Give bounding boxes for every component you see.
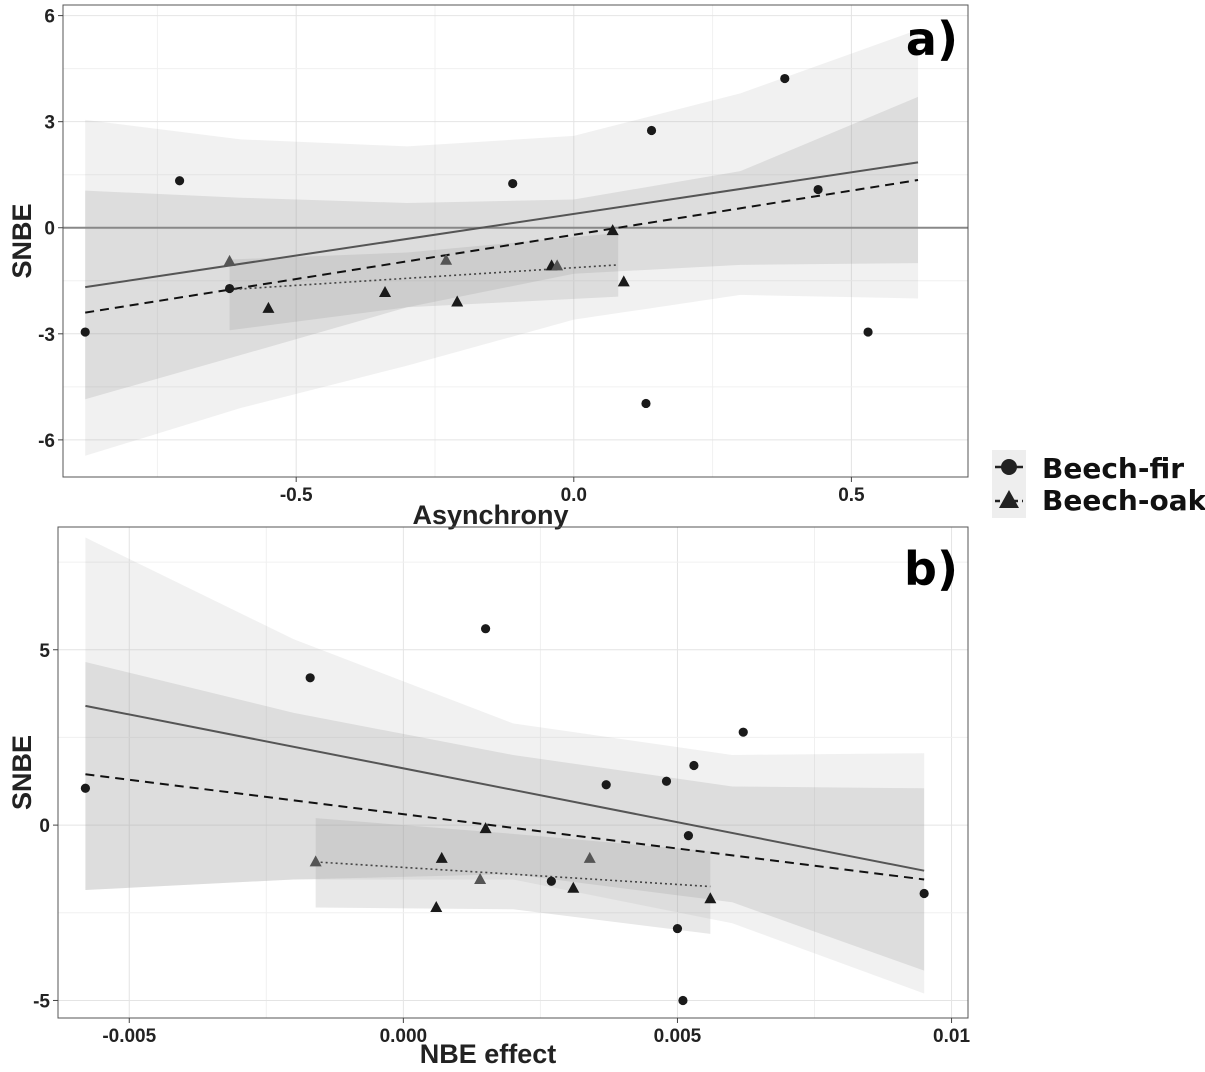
panel-label: b) [904, 542, 958, 596]
data-point-triangle [379, 285, 392, 297]
data-point-circle [546, 876, 556, 886]
fit-line-solid [85, 161, 919, 289]
x-tick-label: -0.005 [102, 1026, 156, 1047]
y-tick-label: 0 [39, 816, 50, 837]
data-point-triangle [567, 881, 580, 893]
data-point-triangle [551, 259, 564, 271]
x-tick-label: 0.5 [838, 485, 865, 506]
y-tick-label: 6 [44, 7, 55, 28]
y-tick-label: 3 [44, 113, 55, 134]
x-tick-label: 0.01 [933, 1026, 970, 1047]
panel-border [62, 4, 969, 478]
data-point-circle [224, 283, 235, 294]
data-point-circle [601, 780, 611, 790]
confidence-band [85, 537, 925, 994]
y-tick-label: -6 [38, 431, 55, 452]
panel-b: -0.005 0.000 0.005 0.01 -5 0 5 NBE effect SNBE b) [7, 526, 970, 1069]
legend: Beech-fir Beech-oak [992, 450, 1205, 518]
data-point-triangle [617, 275, 630, 287]
data-point-circle [863, 327, 873, 337]
fit-line-dashed [85, 773, 925, 881]
x-tick-label: -0.5 [280, 485, 313, 506]
x-axis-title: Asynchrony [412, 500, 568, 530]
fit-line-dashed [85, 179, 919, 314]
y-tick-label: 0 [44, 219, 55, 240]
data-point-circle [738, 727, 748, 737]
legend-label-beech-oak: Beech-oak [1042, 484, 1205, 517]
data-point-triangle [704, 892, 717, 904]
panel-a: -0.5 0.0 0.5 -6 -3 0 3 6 Asynchrony SNBE a) [7, 4, 969, 530]
data-point-circle [508, 178, 518, 189]
y-axis-title: SNBE [7, 735, 37, 810]
x-tick-label: 0.000 [380, 1026, 428, 1047]
confidence-band [229, 233, 619, 331]
confidence-band [85, 29, 919, 456]
data-point-triangle [309, 855, 322, 867]
fit-line-dotted [315, 861, 711, 888]
y-tick-label: 5 [39, 641, 50, 662]
legend-circle-marker [1001, 459, 1017, 475]
data-point-circle [641, 398, 651, 409]
data-point-triangle [606, 224, 619, 236]
data-point-circle [678, 995, 688, 1006]
confidence-band [85, 662, 925, 971]
y-axis-title: SNBE [7, 203, 37, 278]
data-point-triangle [479, 822, 492, 834]
data-point-triangle [435, 851, 448, 863]
data-point-triangle [223, 254, 236, 266]
data-point-circle [174, 176, 185, 186]
panel-label: a) [906, 12, 958, 66]
y-tick-label: -3 [38, 325, 55, 346]
data-point-circle [646, 125, 657, 136]
data-point-triangle [262, 301, 275, 313]
data-point-circle [672, 923, 683, 934]
data-point-triangle [440, 253, 453, 265]
confidence-band [315, 818, 711, 934]
data-point-circle [919, 888, 929, 899]
data-point-circle [80, 783, 91, 793]
data-point-circle [661, 776, 672, 786]
legend-label-beech-fir: Beech-fir [1042, 452, 1184, 485]
confidence-band [85, 96, 919, 400]
data-point-triangle [474, 872, 487, 884]
panel-border [57, 526, 969, 1019]
data-point-circle [813, 184, 823, 195]
x-tick-label: 0.005 [654, 1026, 702, 1047]
y-tick-label: -5 [33, 991, 50, 1012]
x-axis-title: NBE effect [420, 1039, 557, 1069]
data-point-circle [80, 327, 90, 337]
fit-line-solid [85, 704, 925, 872]
x-tick-label: 0.0 [561, 485, 587, 506]
data-point-circle [480, 624, 491, 634]
data-point-triangle [451, 295, 464, 307]
data-point-circle [689, 760, 699, 771]
data-point-triangle [430, 901, 443, 913]
data-point-circle [780, 73, 790, 84]
legend-triangle-marker [999, 490, 1019, 508]
data-point-circle [305, 673, 315, 683]
data-point-circle [683, 831, 694, 841]
data-point-triangle [583, 851, 596, 863]
